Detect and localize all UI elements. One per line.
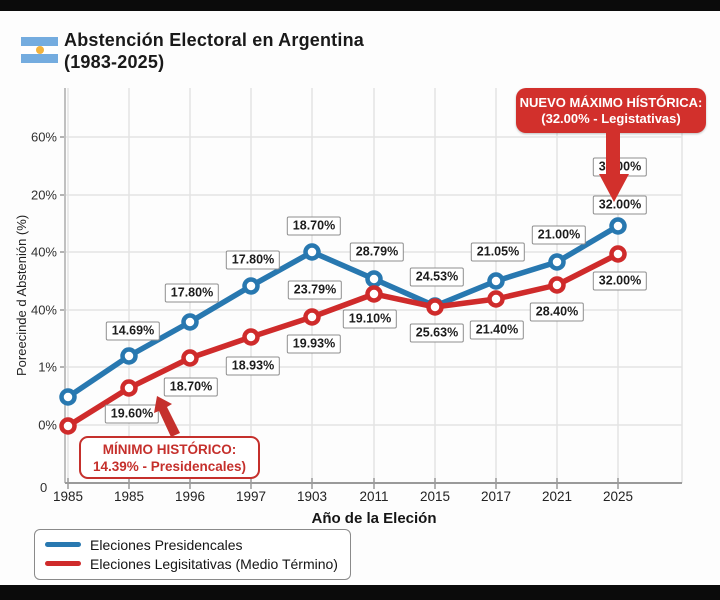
data-point xyxy=(426,298,444,316)
annotation-min-box: MÍNIMO HISTÓRICO: 14.39% - Presidencales… xyxy=(79,436,260,479)
data-point xyxy=(365,270,383,288)
legend-item-presidenciales: Eleciones Presidencales xyxy=(45,535,338,554)
data-point xyxy=(548,276,566,294)
data-point xyxy=(181,313,199,331)
data-point xyxy=(120,379,138,397)
flag-stripe xyxy=(21,37,58,46)
page-title-line1: Abstención Electoral en Argentina xyxy=(64,30,364,50)
data-point xyxy=(59,417,77,435)
flag-stripe xyxy=(21,54,58,63)
legend: Eleciones Presidencales Eleciones Legisi… xyxy=(34,529,351,580)
data-point xyxy=(120,347,138,365)
y-axis-title: Poreecinde d Abstenión (%) xyxy=(14,214,29,376)
legend-label: Eleciones Presidencales xyxy=(90,536,243,553)
data-point xyxy=(303,308,321,326)
bottom-letterbox-bar xyxy=(0,585,720,600)
data-point xyxy=(487,272,505,290)
sun-of-may-icon xyxy=(35,45,44,54)
annotation-min-line2: 14.39% - Presidencales) xyxy=(92,458,247,474)
flag-stripe xyxy=(21,45,58,55)
red-line-swatch-icon xyxy=(45,561,81,566)
annotation-min-line1: MÍNIMO HISTÓRICO: xyxy=(102,441,237,457)
page-title: Abstención Electoral en Argentina (1983-… xyxy=(64,29,364,73)
top-letterbox-bar xyxy=(0,0,720,11)
origin-zero-label: 0 xyxy=(40,480,48,495)
series-line-1 xyxy=(65,251,621,429)
data-point xyxy=(242,277,260,295)
data-point xyxy=(609,245,627,263)
data-point xyxy=(365,285,383,303)
blue-line-swatch-icon xyxy=(45,542,81,547)
annotation-max-line2: (32.00% - Legistativas) xyxy=(541,110,681,126)
data-point xyxy=(59,388,77,406)
legend-label: Eleciones Legisitativas (Medio Término) xyxy=(90,555,338,572)
data-point xyxy=(609,217,627,235)
x-axis-title: Año de la Eleción xyxy=(311,510,437,527)
data-point xyxy=(181,349,199,367)
annotation-max-line1: NUEVO MÁXIMO HÍSTÓRICA: xyxy=(519,94,703,110)
legend-item-legislativas: Eleciones Legisitativas (Medio Término) xyxy=(45,554,338,573)
data-point xyxy=(242,328,260,346)
data-point xyxy=(548,253,566,271)
data-point xyxy=(487,290,505,308)
argentina-flag-icon xyxy=(21,37,58,63)
page-title-line2: (1983-2025) xyxy=(64,52,165,72)
annotation-max-box: NUEVO MÁXIMO HÍSTÓRICA: (32.00% - Legist… xyxy=(516,88,706,133)
data-point xyxy=(303,243,321,261)
